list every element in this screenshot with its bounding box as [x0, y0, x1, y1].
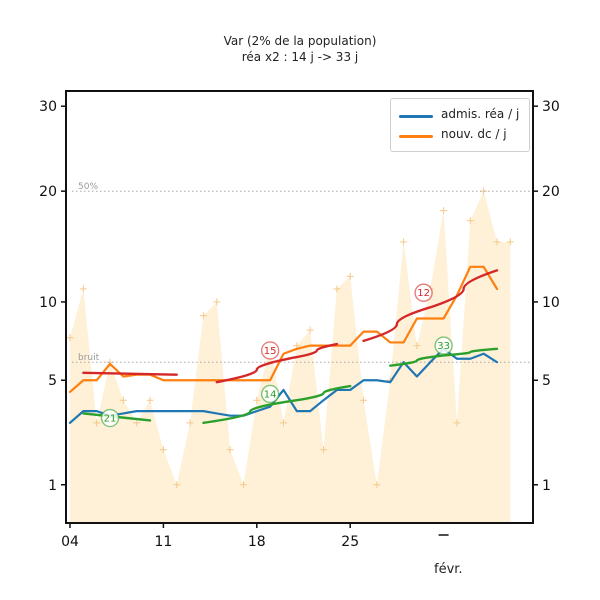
noise-marker [373, 481, 381, 489]
y-tick-label-left: 1 [48, 478, 57, 494]
y-tick-label-left: 20 [39, 184, 57, 200]
y-tick-label-left: 5 [48, 373, 57, 389]
chart-subtitle: réa x2 : 14 j -> 33 j [241, 50, 359, 64]
annotation-circle [260, 384, 280, 404]
legend-swatch-admis [399, 115, 433, 118]
noise-marker [226, 446, 234, 454]
y-tick-label-left: 30 [39, 99, 57, 115]
reference-label: 50% [78, 182, 98, 192]
annotation-label: 14 [264, 389, 277, 400]
trend-line [362, 269, 499, 343]
noise-marker [66, 334, 74, 342]
legend-swatch-deces [399, 135, 433, 138]
trend-line [82, 371, 178, 376]
plot-frame [65, 90, 534, 524]
legend: admis. réa / j nouv. dc / j [390, 98, 530, 152]
trend-line [389, 347, 499, 367]
y-tick-label-right: 5 [542, 373, 551, 389]
noise-marker [333, 285, 341, 293]
noise-marker [440, 207, 448, 215]
y-tick-label-right: 30 [542, 99, 560, 115]
noise-marker [119, 396, 127, 404]
noise-marker [360, 396, 368, 404]
noise-marker [506, 238, 514, 246]
noise-marker [159, 446, 167, 454]
y-tick-label-left: 10 [39, 295, 57, 311]
noise-marker [93, 419, 101, 427]
series-line-0 [68, 347, 499, 424]
annotation-circle [260, 341, 280, 360]
annotation-label: 33 [437, 341, 450, 352]
chart-title: Var (2% de la population) [223, 34, 377, 48]
noise-marker [466, 217, 474, 225]
trend-line [202, 384, 352, 425]
noise-marker [239, 481, 247, 489]
annotation-circle [414, 283, 433, 302]
noise-marker [199, 312, 207, 320]
y-tick-label-right: 10 [542, 295, 560, 311]
noise-marker [279, 419, 287, 427]
annotation-label: 12 [417, 288, 430, 299]
x-tick-label: 04 [61, 534, 79, 550]
y-tick-label-right: 20 [542, 184, 560, 200]
noise-marker [493, 238, 501, 246]
noise-marker [320, 446, 328, 454]
noise-marker [173, 481, 181, 489]
noise-marker [413, 342, 421, 350]
annotation-label: 21 [104, 414, 117, 425]
noise-marker [213, 298, 221, 306]
noise-marker [453, 419, 461, 427]
trend-line [215, 342, 339, 384]
annotation-circle [434, 336, 453, 355]
legend-label-deces: nouv. dc / j [441, 127, 507, 141]
noise-marker [253, 396, 261, 404]
noise-marker [79, 285, 87, 293]
noise-marker [306, 326, 314, 334]
reference-label: bruit [78, 353, 100, 363]
month-label: févr. [434, 562, 463, 577]
noise-band-area [70, 191, 511, 523]
x-tick-label: 18 [248, 534, 266, 550]
y-tick-label-right: 1 [542, 478, 551, 494]
x-tick-label: 25 [341, 534, 359, 550]
x-tick-label: 11 [154, 534, 172, 550]
noise-marker [186, 419, 194, 427]
noise-marker [346, 272, 354, 280]
annotation-circle [100, 408, 120, 428]
annotation-label: 15 [264, 346, 277, 357]
legend-label-admis: admis. réa / j [441, 107, 520, 121]
noise-marker [133, 419, 141, 427]
noise-marker [400, 238, 408, 246]
noise-marker [146, 396, 154, 404]
